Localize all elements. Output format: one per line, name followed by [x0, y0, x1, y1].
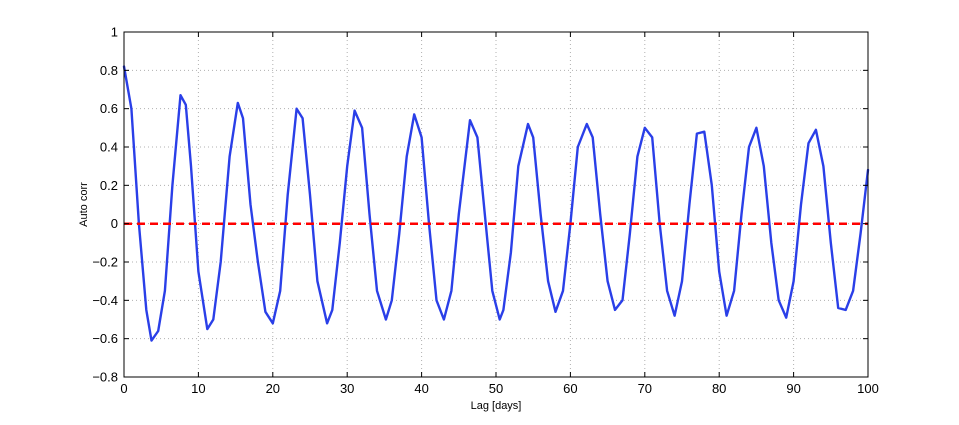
ticks: 0 10 20 30 40 50 60 70 80 90 100 −0.8 −0.6 −0.4 −0.2 0 0…	[92, 25, 879, 397]
y-tick-label: −0.6	[92, 331, 118, 346]
y-tick-label: 0	[111, 216, 118, 231]
y-tick-label: 0.2	[100, 178, 118, 193]
x-tick-label: 80	[712, 381, 726, 396]
autocorr-series-line	[122, 65, 870, 342]
x-tick-label: 0	[120, 381, 127, 396]
x-tick-label: 90	[786, 381, 800, 396]
x-tick-label: 20	[266, 381, 280, 396]
y-tick-label: 0.8	[100, 63, 118, 78]
x-tick-label: 10	[191, 381, 205, 396]
y-tick-label: 0.4	[100, 140, 118, 155]
y-tick-label: −0.2	[92, 255, 118, 270]
y-tick-label: 1	[111, 25, 118, 40]
series-layer	[122, 65, 870, 342]
x-tick-label: 50	[489, 381, 503, 396]
x-tick-label: 70	[638, 381, 652, 396]
y-tick-label: −0.8	[92, 370, 118, 385]
y-tick-label: −0.4	[92, 293, 118, 308]
y-axis-label: Auto corr	[78, 182, 90, 227]
x-tick-label: 60	[563, 381, 577, 396]
x-tick-label: 30	[340, 381, 354, 396]
x-tick-label: 100	[857, 381, 879, 396]
x-tick-label: 40	[414, 381, 428, 396]
grid	[124, 32, 868, 377]
y-tick-label: 0.6	[100, 101, 118, 116]
x-axis-label: Lag [days]	[471, 400, 522, 412]
